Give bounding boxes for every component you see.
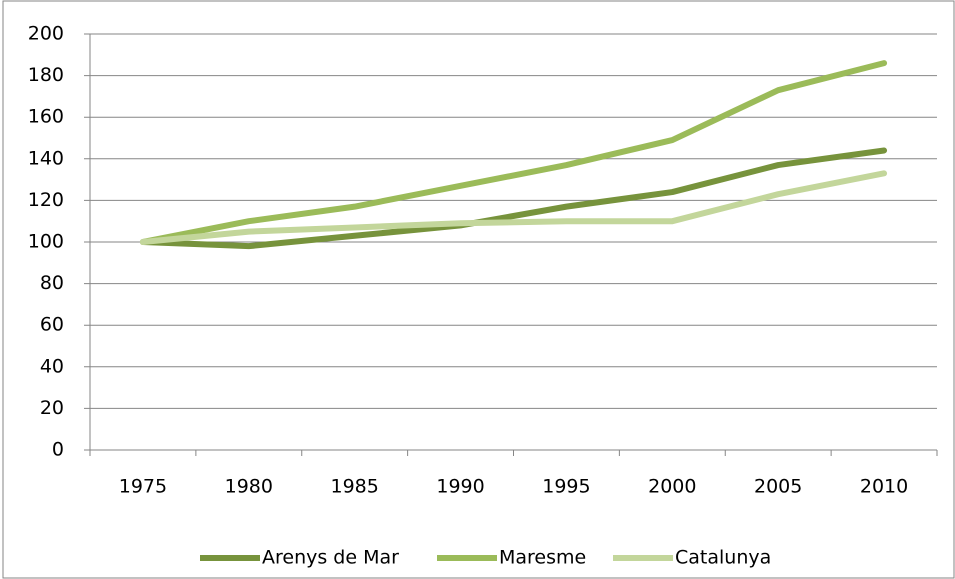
y-tick-label: 80 bbox=[40, 272, 64, 294]
y-tick-label: 20 bbox=[40, 397, 64, 419]
y-tick-label: 60 bbox=[40, 314, 64, 336]
y-tick-label: 160 bbox=[28, 106, 64, 128]
x-tick-label: 1985 bbox=[331, 476, 379, 498]
x-tick-label: 1990 bbox=[436, 476, 484, 498]
y-tick-label: 0 bbox=[52, 439, 64, 461]
series-line bbox=[139, 60, 888, 245]
x-tick-label: 1975 bbox=[119, 476, 167, 498]
x-tick-label: 1980 bbox=[225, 476, 273, 498]
x-tick-label: 1995 bbox=[542, 476, 590, 498]
x-tick-label: 2000 bbox=[648, 476, 696, 498]
y-tick-label: 100 bbox=[28, 231, 64, 253]
y-tick-label: 40 bbox=[40, 355, 64, 377]
legend-label: Arenys de Mar bbox=[262, 547, 399, 569]
legend-label: Maresme bbox=[499, 547, 586, 569]
legend-label: Catalunya bbox=[675, 547, 771, 569]
series-line bbox=[139, 170, 888, 245]
x-tick-label: 2005 bbox=[754, 476, 802, 498]
y-tick-label: 200 bbox=[28, 23, 64, 45]
y-tick-label: 120 bbox=[28, 189, 64, 211]
y-tick-label: 140 bbox=[28, 147, 64, 169]
x-tick-label: 2010 bbox=[860, 476, 908, 498]
y-tick-label: 180 bbox=[28, 64, 64, 86]
series-line bbox=[139, 147, 888, 250]
